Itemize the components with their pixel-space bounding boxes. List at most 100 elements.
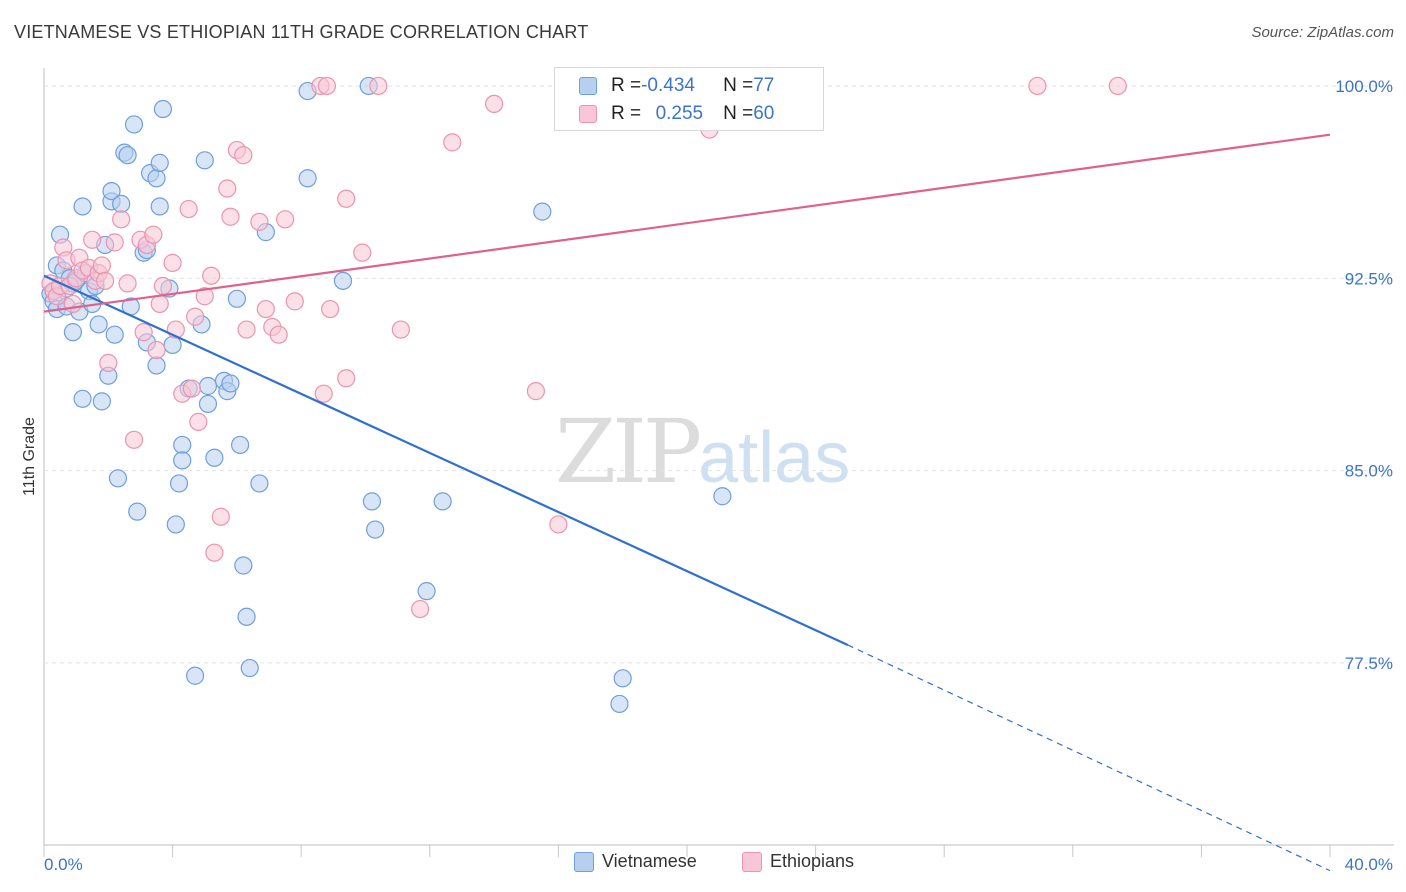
data-point-vietnamese — [250, 474, 269, 493]
data-point-vietnamese — [108, 469, 128, 488]
data-point-vietnamese — [147, 169, 166, 188]
data-point-ethiopians — [83, 230, 102, 249]
data-point-ethiopians — [99, 353, 118, 373]
trendline-ethiopians — [43, 133, 1331, 313]
legend-row-vietnamese: R = -0.434 N = 77 — [579, 74, 774, 98]
x-tick-label: 0.0% — [44, 855, 83, 874]
data-point-vietnamese — [298, 169, 317, 188]
legend-swatch-vietnamese — [579, 77, 597, 95]
data-point-vietnamese — [166, 515, 185, 534]
data-point-ethiopians — [150, 294, 169, 314]
legend-r-value: 0.255 — [655, 103, 704, 124]
data-point-vietnamese — [362, 492, 382, 511]
data-point-vietnamese — [150, 153, 169, 172]
data-point-vietnamese — [102, 181, 121, 201]
y-tick-label: 100.0% — [1335, 77, 1393, 96]
data-point-vietnamese — [195, 151, 214, 170]
data-point-vietnamese — [610, 694, 629, 714]
data-point-vietnamese — [128, 502, 147, 521]
source-label: Source: ZipAtlas.com — [1251, 24, 1394, 41]
data-point-ethiopians — [218, 179, 237, 198]
data-point-ethiopians — [124, 430, 144, 449]
legend-row-ethiopians: R = 0.255 N = 60 — [579, 102, 774, 126]
chart-title: VIETNAMESE VS ETHIOPIAN 11TH GRADE CORRE… — [14, 22, 589, 42]
data-point-vietnamese — [613, 669, 632, 688]
data-point-vietnamese — [112, 194, 131, 214]
data-point-vietnamese — [417, 582, 436, 601]
data-point-ethiopians — [211, 507, 230, 526]
data-point-vietnamese — [173, 451, 192, 470]
bottom-legend-label: Ethiopians — [770, 851, 855, 871]
bottom-legend-ethiopians: Ethiopians — [742, 851, 854, 872]
data-point-ethiopians — [317, 76, 337, 96]
legend-r-value: -0.434 — [641, 75, 695, 96]
data-point-ethiopians — [163, 253, 182, 272]
bottom-legend-vietnamese: Vietnamese — [574, 851, 697, 872]
data-point-ethiopians — [105, 233, 124, 252]
data-point-vietnamese — [221, 374, 240, 393]
legend-n-label: N = — [723, 75, 754, 96]
data-point-ethiopians — [369, 76, 388, 96]
data-point-ethiopians — [353, 243, 372, 262]
data-point-ethiopians — [205, 543, 224, 562]
data-point-ethiopians — [250, 212, 269, 231]
data-point-vietnamese — [533, 202, 552, 221]
data-point-ethiopians — [285, 292, 304, 311]
data-point-vietnamese — [73, 389, 92, 408]
data-point-ethiopians — [237, 320, 256, 339]
data-point-ethiopians — [134, 323, 153, 342]
legend-r-label: R = — [611, 103, 642, 124]
trendline-vietnamese — [43, 274, 849, 646]
stats-legend: R = -0.434 N = 77 R = 0.255 N = 60 — [554, 67, 824, 131]
data-point-vietnamese — [63, 323, 83, 342]
data-point-vietnamese — [198, 394, 218, 414]
data-point-vietnamese — [73, 197, 92, 216]
data-point-vietnamese — [169, 474, 189, 493]
bottom-swatch-ethiopians — [742, 851, 762, 872]
data-point-vietnamese — [89, 315, 108, 334]
data-point-ethiopians — [234, 146, 253, 165]
data-point-ethiopians — [179, 199, 198, 219]
data-point-ethiopians — [269, 325, 288, 344]
data-point-ethiopians — [153, 276, 173, 296]
data-point-ethiopians — [182, 379, 201, 398]
data-point-ethiopians — [276, 210, 295, 229]
data-point-vietnamese — [147, 356, 166, 375]
data-point-ethiopians — [314, 384, 333, 403]
data-point-ethiopians — [1028, 76, 1047, 96]
data-point-vietnamese — [186, 666, 205, 685]
bottom-swatch-vietnamese — [574, 851, 594, 872]
data-point-ethiopians — [391, 320, 410, 339]
data-point-vietnamese — [173, 435, 192, 455]
data-point-ethiopians — [1108, 76, 1127, 96]
data-point-ethiopians — [443, 133, 462, 152]
data-point-ethiopians — [95, 271, 115, 290]
data-point-vietnamese — [433, 492, 452, 511]
series-ethiopians — [41, 76, 1127, 619]
legend-r-label: R = — [611, 75, 642, 96]
data-point-vietnamese — [153, 99, 173, 119]
data-point-ethiopians — [63, 294, 83, 314]
data-point-vietnamese — [92, 392, 111, 411]
y-tick-label: 92.5% — [1345, 269, 1393, 288]
data-point-vietnamese — [124, 115, 144, 134]
y-tick-label: 85.0% — [1345, 462, 1393, 481]
data-point-ethiopians — [118, 274, 137, 293]
bottom-legend-label: Vietnamese — [602, 851, 697, 871]
data-point-vietnamese — [163, 335, 182, 355]
data-point-ethiopians — [337, 189, 356, 208]
data-point-vietnamese — [366, 520, 385, 539]
data-point-vietnamese — [333, 271, 353, 290]
data-point-ethiopians — [256, 299, 275, 319]
data-point-ethiopians — [112, 210, 131, 229]
y-tick-label: 77.5% — [1345, 654, 1393, 673]
data-point-ethiopians — [92, 256, 111, 275]
data-point-vietnamese — [205, 448, 224, 467]
data-point-ethiopians — [526, 382, 545, 401]
data-point-ethiopians — [189, 412, 208, 431]
data-point-ethiopians — [485, 94, 504, 114]
legend-n-value: 60 — [753, 103, 775, 124]
data-point-ethiopians — [186, 307, 205, 326]
data-point-vietnamese — [234, 556, 253, 575]
